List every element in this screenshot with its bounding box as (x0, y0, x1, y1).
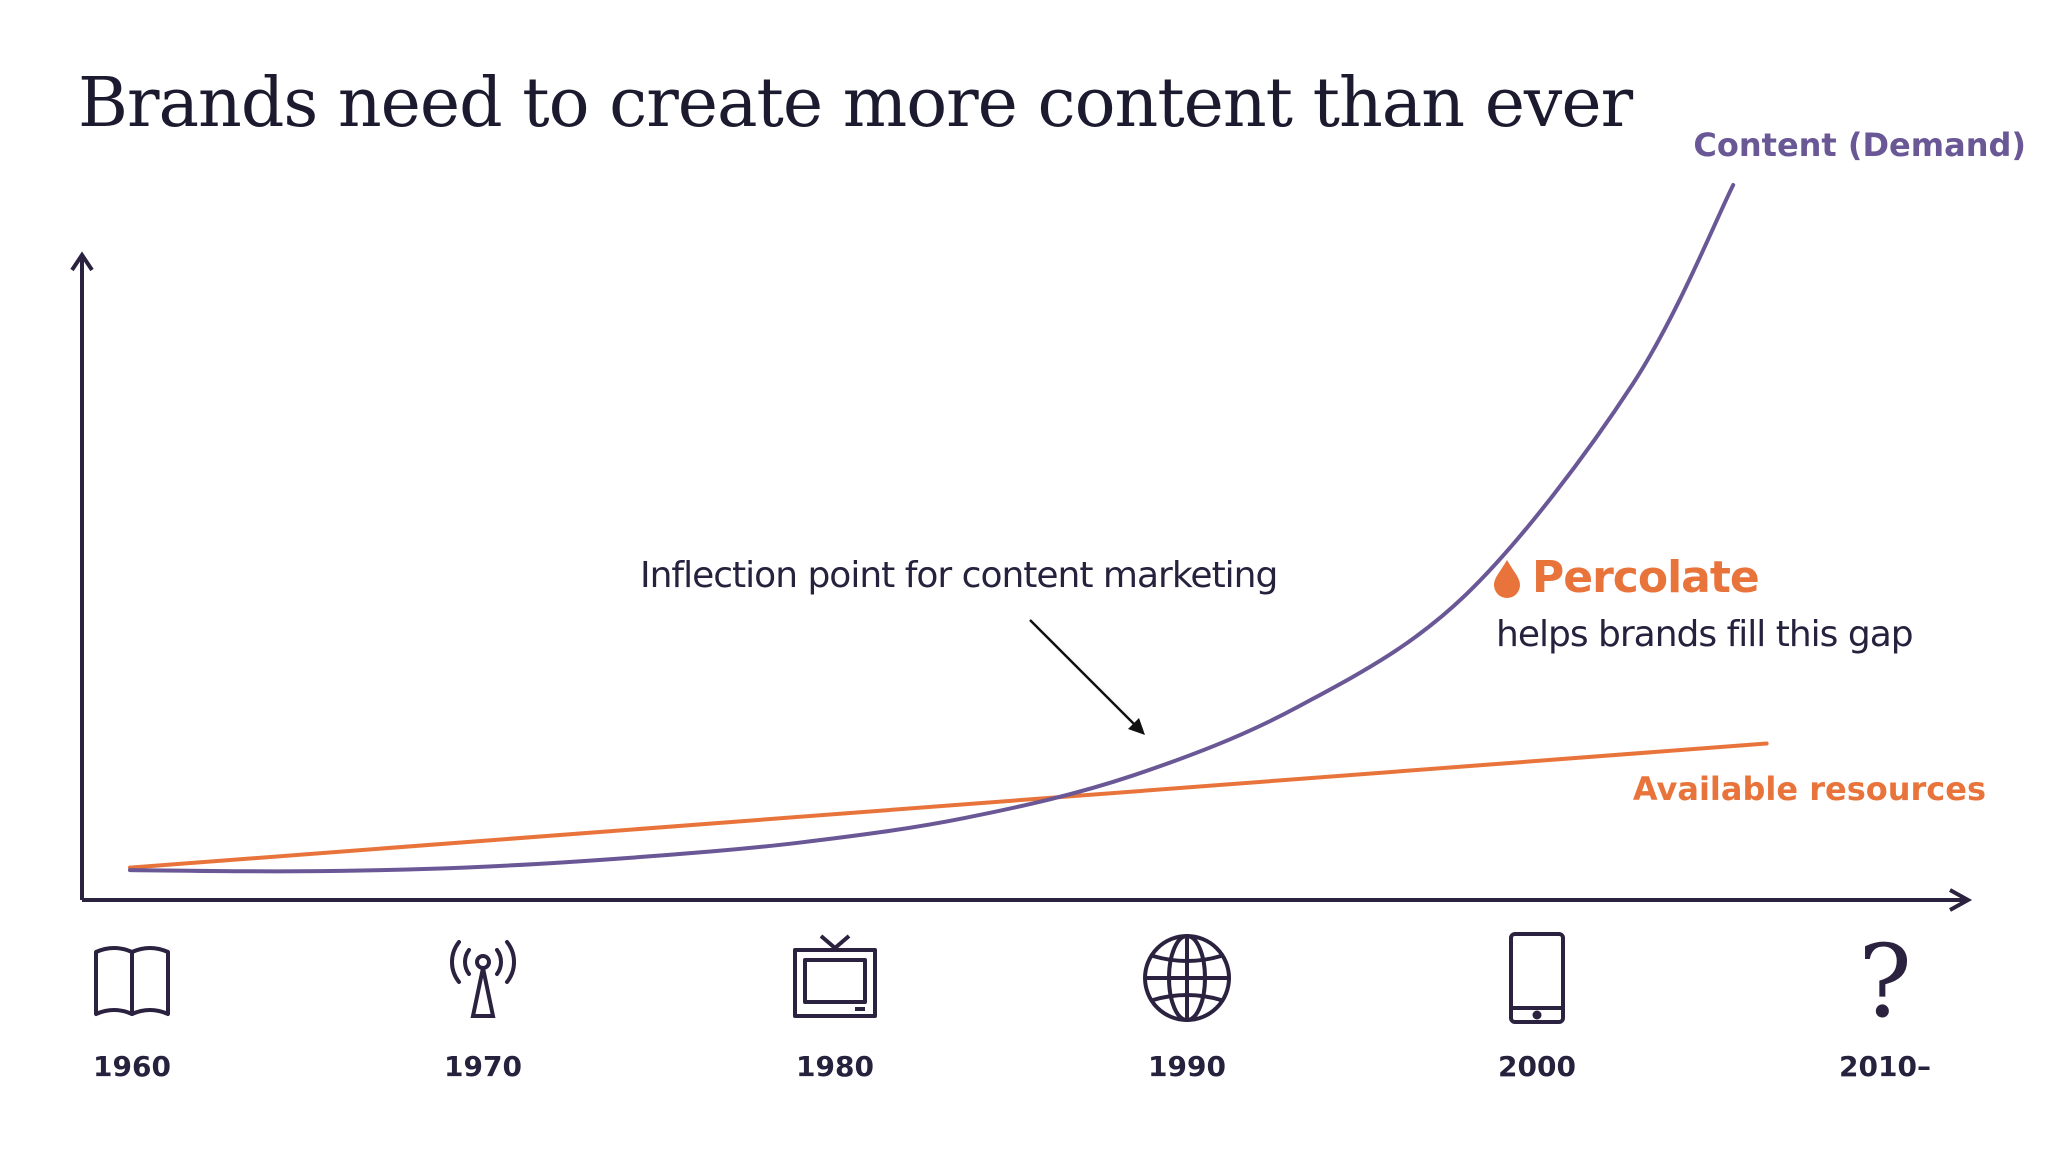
brand-name: Percolate (1532, 552, 1760, 603)
x-tick-label: 2000 (1498, 1050, 1576, 1083)
x-tick-label: 1970 (444, 1050, 522, 1083)
svg-text:?: ? (1858, 928, 1912, 1028)
x-tick-label: 1990 (1148, 1050, 1226, 1083)
series-label-resources: Available resources (1632, 770, 1986, 808)
series-line-resources (128, 741, 1769, 870)
tv-icon (793, 934, 877, 1018)
x-tick-1990: 1990 (1107, 928, 1267, 1083)
x-tick-2000: 2000 (1457, 928, 1617, 1083)
x-tick-1970: 1970 (403, 928, 563, 1083)
question-mark-icon: ? (1858, 928, 1912, 1028)
x-tick-1980: 1980 (755, 928, 915, 1083)
page-title: Brands need to create more content than … (78, 64, 1633, 143)
y-axis-arrow (70, 251, 94, 272)
radio-tower-icon (449, 940, 517, 1018)
series-label-demand: Content (Demand) (1693, 126, 2026, 164)
x-tick-2010: ? 2010– (1805, 928, 1965, 1083)
x-tick-label: 1980 (796, 1050, 874, 1083)
annotation-inflection: Inflection point for content marketing (640, 555, 1278, 596)
chart-axes (70, 251, 1973, 912)
x-axis-arrow (1949, 888, 1973, 912)
x-tick-1960: 1960 (52, 928, 212, 1083)
x-tick-label: 1960 (93, 1050, 171, 1083)
book-icon (94, 946, 170, 1016)
x-tick-label: 2010– (1839, 1050, 1931, 1083)
series-line-demand (128, 183, 1736, 874)
globe-icon (1143, 934, 1231, 1022)
tablet-icon (1509, 932, 1565, 1024)
brand-logo: Percolate (1492, 552, 1760, 603)
annotation-arrow (1029, 619, 1145, 735)
brand-tagline: helps brands fill this gap (1496, 614, 1914, 655)
drop-icon (1494, 559, 1520, 598)
